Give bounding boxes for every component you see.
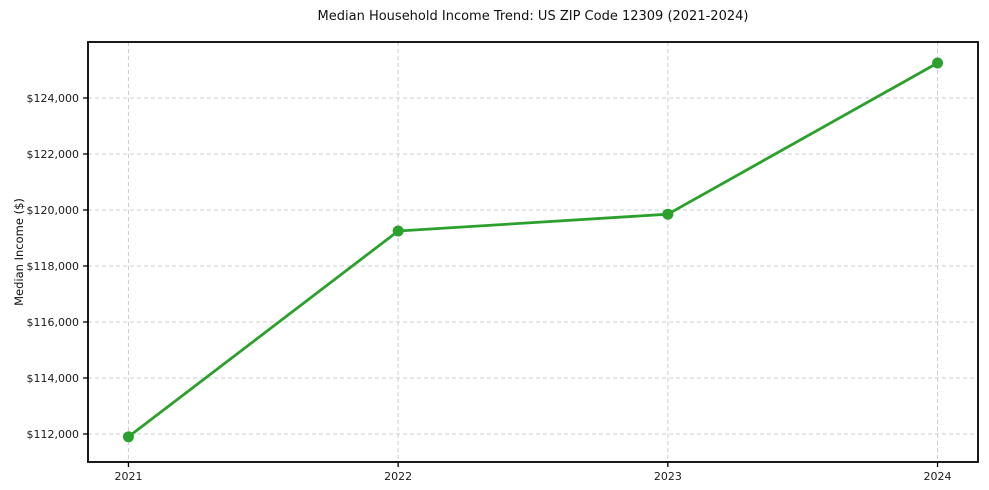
y-tick-label: $124,000 bbox=[27, 92, 80, 105]
y-tick-label: $122,000 bbox=[27, 148, 80, 161]
x-tick-label: 2023 bbox=[654, 470, 682, 483]
y-tick-label: $114,000 bbox=[27, 372, 80, 385]
y-tick-label: $120,000 bbox=[27, 204, 80, 217]
trend-line bbox=[127, 61, 939, 439]
y-tick-label: $116,000 bbox=[27, 316, 80, 329]
data-point-marker bbox=[392, 225, 404, 237]
data-point-marker bbox=[122, 431, 134, 443]
x-tick-label: 2024 bbox=[924, 470, 952, 483]
chart-title: Median Household Income Trend: US ZIP Co… bbox=[317, 9, 749, 24]
data-point-marker bbox=[932, 57, 944, 69]
y-tick-label: $118,000 bbox=[27, 260, 80, 273]
y-tick-label: $112,000 bbox=[27, 428, 80, 441]
x-tick-label: 2021 bbox=[114, 470, 142, 483]
x-tick-label: 2022 bbox=[384, 470, 412, 483]
plot-border bbox=[87, 41, 979, 463]
data-point-marker bbox=[662, 208, 674, 220]
